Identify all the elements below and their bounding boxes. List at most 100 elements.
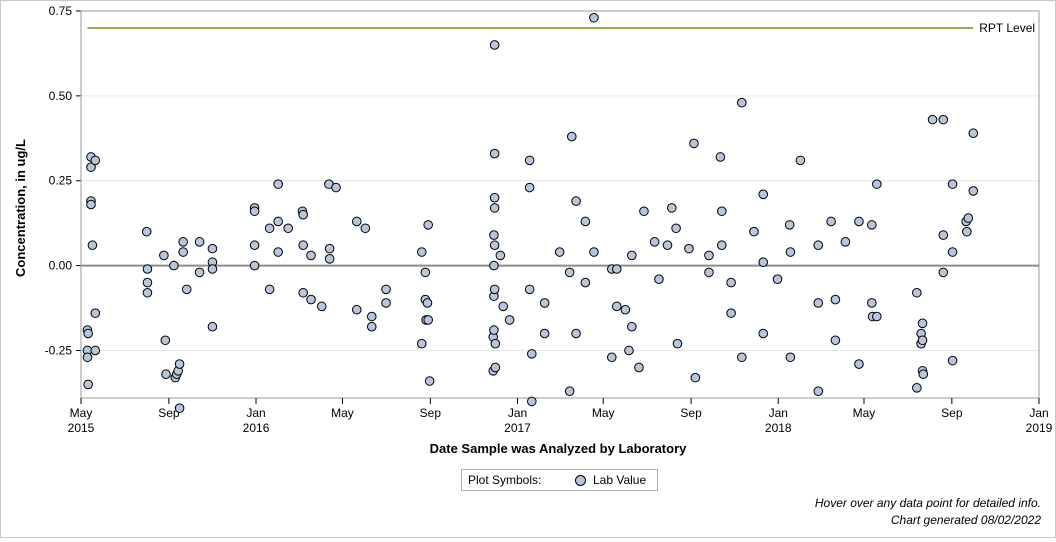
data-point <box>737 352 747 363</box>
x-tick-label: May <box>853 406 876 420</box>
x-tick-label: Jan <box>769 406 788 420</box>
data-point <box>424 376 435 386</box>
data-point <box>872 179 882 189</box>
data-point <box>324 254 335 264</box>
data-point <box>306 250 316 261</box>
data-point <box>524 182 535 193</box>
data-point <box>249 206 260 217</box>
data-point <box>490 338 501 349</box>
data-point <box>207 264 218 274</box>
data-point <box>273 216 283 227</box>
data-point <box>715 152 726 162</box>
data-point <box>381 284 391 295</box>
data-point <box>489 284 500 295</box>
data-point <box>351 216 362 227</box>
data-point <box>737 97 747 108</box>
data-point <box>571 196 581 206</box>
data-point <box>194 237 205 247</box>
data-point <box>82 352 93 363</box>
data-point <box>174 403 185 413</box>
data-point <box>416 247 427 257</box>
data-point <box>420 267 431 278</box>
data-point <box>704 267 714 278</box>
data-point <box>580 277 591 288</box>
legend-title: Plot Symbols: <box>468 473 542 487</box>
data-point <box>539 298 550 308</box>
data-point <box>416 338 427 349</box>
data-point <box>90 155 101 166</box>
data-point <box>918 369 929 380</box>
data-point <box>539 328 550 339</box>
data-point <box>826 216 836 227</box>
data-point <box>87 240 98 251</box>
data-point <box>854 359 864 369</box>
data-point <box>554 247 565 257</box>
data-point <box>626 250 637 261</box>
gridlines <box>81 10 1039 351</box>
data-point <box>947 247 958 257</box>
data-point <box>83 328 93 339</box>
data-point <box>324 243 335 254</box>
data-point <box>207 243 218 254</box>
data-point <box>490 362 501 373</box>
data-point <box>912 287 922 298</box>
data-point <box>498 301 509 312</box>
data-point <box>142 287 153 298</box>
data-points <box>82 12 979 413</box>
x-tick-label: Jan <box>508 406 527 420</box>
data-point <box>159 250 169 261</box>
data-point <box>264 223 275 234</box>
data-point <box>813 386 824 397</box>
data-point <box>381 298 391 308</box>
data-point <box>161 369 171 380</box>
data-point <box>649 237 660 247</box>
data-point <box>830 294 841 305</box>
data-point <box>366 311 377 322</box>
data-point <box>524 284 535 295</box>
data-point <box>662 240 673 251</box>
data-point <box>624 345 634 356</box>
data-point <box>947 355 958 366</box>
x-tick-year-label: 2015 <box>68 421 95 435</box>
data-point <box>672 338 683 349</box>
data-point <box>758 257 769 268</box>
data-point <box>316 301 327 312</box>
data-point <box>689 138 699 149</box>
data-point <box>917 318 928 329</box>
data-point <box>366 321 377 332</box>
data-point <box>526 396 537 407</box>
y-tick-label: 0.50 <box>49 89 73 103</box>
data-point <box>912 383 922 393</box>
data-point <box>639 206 649 217</box>
data-point <box>589 12 599 23</box>
plot-area-border <box>80 10 1040 399</box>
y-tick-label: 0.25 <box>49 174 73 188</box>
data-point <box>580 216 591 227</box>
data-point <box>160 335 171 346</box>
x-tick-label: Sep <box>941 406 963 420</box>
data-point <box>571 328 581 339</box>
generated-date: Chart generated 08/02/2022 <box>890 513 1041 527</box>
data-point <box>927 114 938 125</box>
data-point <box>684 243 694 254</box>
x-tick-label: Sep <box>420 406 442 420</box>
data-point <box>938 267 949 278</box>
data-point <box>634 362 644 373</box>
x-tick-label: Sep <box>158 406 180 420</box>
data-point <box>181 284 192 295</box>
x-tick-year-label: 2017 <box>504 421 531 435</box>
y-axis-label: Concentration, in ug/L <box>13 139 28 277</box>
data-point <box>784 220 795 230</box>
data-point <box>813 298 824 308</box>
data-point <box>564 267 575 278</box>
data-point <box>360 223 371 234</box>
data-point <box>489 325 499 335</box>
data-point <box>306 294 316 305</box>
data-point <box>422 298 433 308</box>
data-point <box>917 335 928 346</box>
data-point <box>938 230 949 240</box>
data-point <box>489 40 500 50</box>
data-point <box>726 277 736 288</box>
